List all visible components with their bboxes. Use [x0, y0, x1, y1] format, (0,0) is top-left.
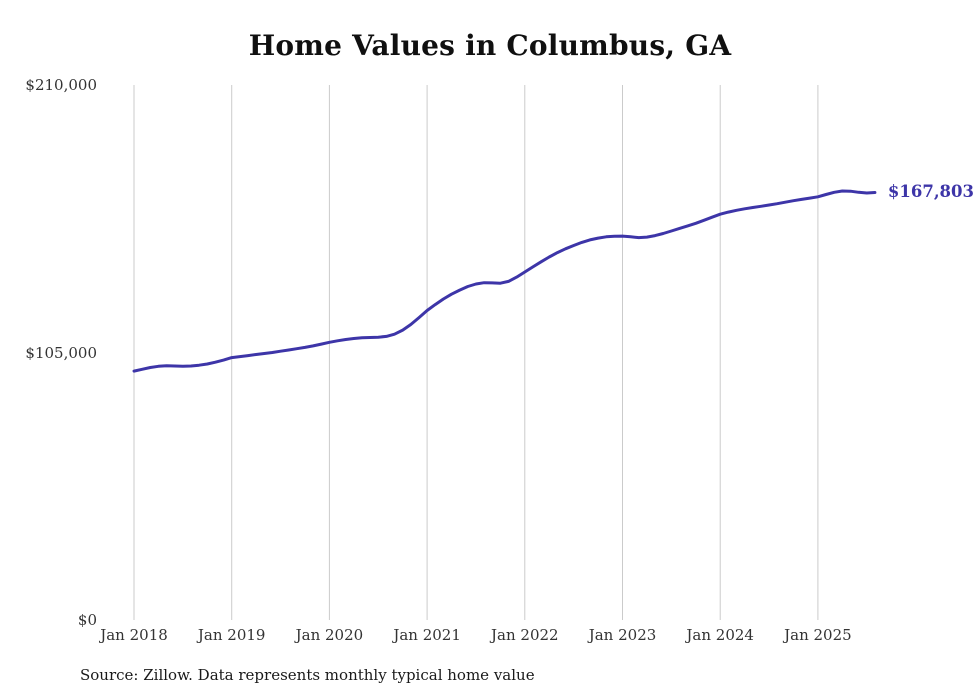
- chart-title: Home Values in Columbus, GA: [248, 29, 732, 62]
- x-axis-tick-label: Jan 2024: [686, 626, 754, 644]
- x-axis-tick-label: Jan 2020: [295, 626, 364, 644]
- x-axis-tick-label: Jan 2025: [784, 626, 852, 644]
- y-axis-tick-label: $0: [77, 611, 97, 629]
- x-axis-tick-label: Jan 2019: [197, 626, 266, 644]
- value-line: [132, 189, 877, 373]
- x-axis-tick-label: Jan 2021: [393, 626, 461, 644]
- x-axis-tick-label: Jan 2022: [491, 626, 559, 644]
- x-axis-tick-label: Jan 2023: [588, 626, 657, 644]
- current-value-label: $167,803: [887, 181, 974, 201]
- y-axis-tick-label: $210,000: [25, 76, 97, 94]
- source-note: Source: Zillow. Data represents monthly …: [80, 666, 535, 684]
- y-axis-tick-label: $105,000: [25, 343, 97, 362]
- x-axis-tick-label: Jan 2018: [100, 626, 168, 644]
